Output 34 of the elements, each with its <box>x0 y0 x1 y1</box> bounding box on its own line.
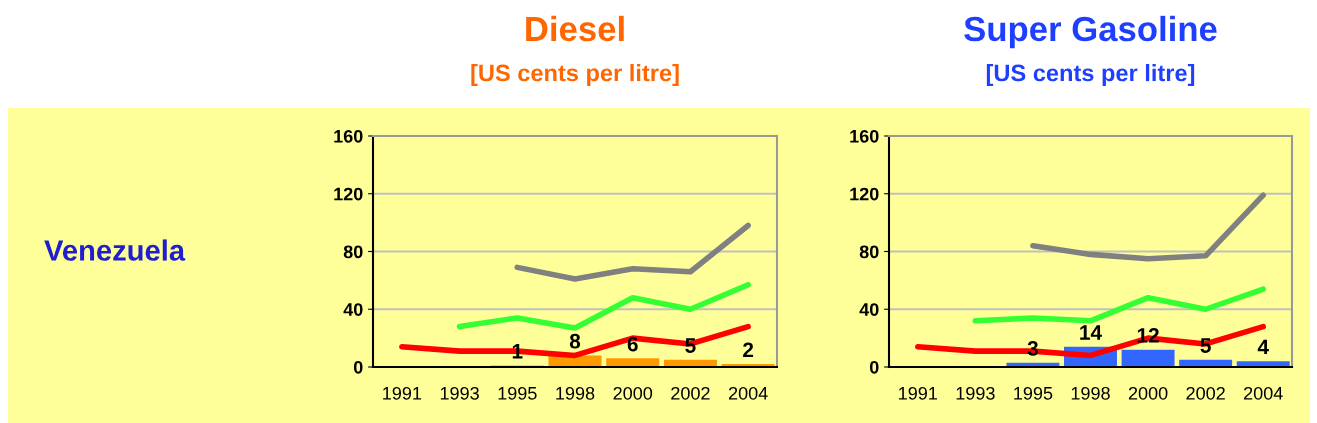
x-tick-label: 2000 <box>1128 386 1168 400</box>
y-tick-label: 40 <box>859 303 879 316</box>
y-tick-label: 80 <box>343 245 363 259</box>
chart-subtitle: [US cents per litre] <box>986 64 1195 86</box>
x-tick-label: 1993 <box>956 386 995 400</box>
data-label: 14 <box>1080 325 1102 340</box>
y-tick-label: 0 <box>869 360 879 374</box>
x-tick-label: 2004 <box>1244 386 1283 400</box>
x-tick-label: 2002 <box>671 386 710 400</box>
data-label: 6 <box>627 336 638 352</box>
y-tick-label: 40 <box>343 303 363 316</box>
x-tick-label: 1991 <box>383 386 422 400</box>
x-tick-label: 1998 <box>1071 386 1110 400</box>
x-tick-label: 1991 <box>899 386 937 400</box>
y-tick-label: 120 <box>850 187 879 201</box>
y-tick-label: 120 <box>334 187 363 201</box>
x-tick-label: 2004 <box>728 386 768 400</box>
y-tick-label: 160 <box>334 129 363 143</box>
y-tick-label: 0 <box>353 360 363 374</box>
x-tick-label: 2002 <box>1186 386 1225 400</box>
y-tick-label: 80 <box>859 245 879 259</box>
text: Venezuela <box>44 239 186 261</box>
x-tick-label: 1995 <box>1014 386 1053 400</box>
chart-title: Super Gasoline <box>964 15 1217 49</box>
y-tick-label: 160 <box>850 129 879 143</box>
chart-title: Diesel <box>526 15 624 42</box>
data-label: 4 <box>1257 339 1269 355</box>
data-label: 2 <box>743 342 754 358</box>
data-label: 8 <box>569 333 581 349</box>
chart-subtitle: [US cents per litre] <box>471 64 679 86</box>
x-tick-label: 2000 <box>613 386 653 400</box>
x-tick-label: 1998 <box>556 386 595 400</box>
x-tick-label: 1995 <box>498 386 537 400</box>
x-tick-label: 1993 <box>440 386 479 400</box>
